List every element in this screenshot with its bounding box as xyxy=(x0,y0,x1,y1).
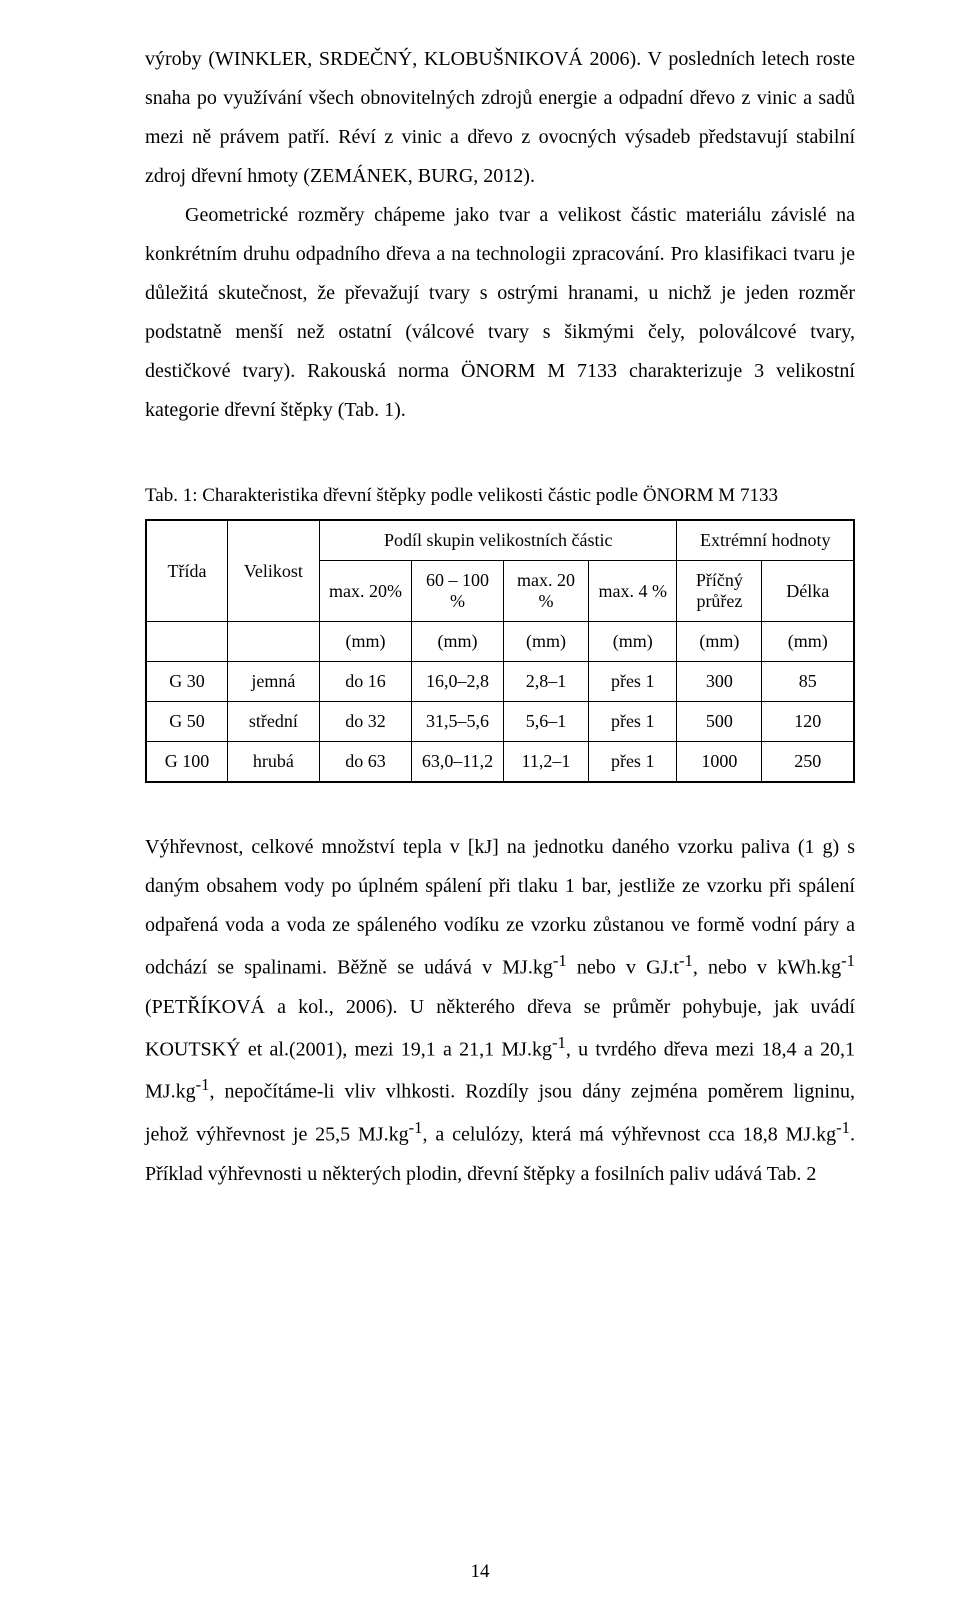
cell: 1000 xyxy=(677,742,762,783)
page-number: 14 xyxy=(0,1561,960,1583)
unit-cell: (mm) xyxy=(411,622,503,662)
cell: 16,0–2,8 xyxy=(411,662,503,702)
cell: 31,5–5,6 xyxy=(411,702,503,742)
table-row: G 50 střední do 32 31,5–5,6 5,6–1 přes 1… xyxy=(146,702,854,742)
cell-trida: G 30 xyxy=(146,662,227,702)
col-60-100: 60 – 100 % xyxy=(411,561,503,622)
cell: 5,6–1 xyxy=(504,702,589,742)
page: výroby (WINKLER, SRDEČNÝ, KLOBUŠNIKOVÁ 2… xyxy=(0,0,960,1613)
header-group-podil: Podíl skupin velikostních částic xyxy=(319,520,677,561)
cell: do 63 xyxy=(319,742,411,783)
paragraph-2: Geometrické rozměry chápeme jako tvar a … xyxy=(145,196,855,430)
table-header-row-1: Třída Velikost Podíl skupin velikostních… xyxy=(146,520,854,561)
data-table: Třída Velikost Podíl skupin velikostních… xyxy=(145,519,855,783)
cell: přes 1 xyxy=(588,662,677,702)
col-max20: max. 20% xyxy=(319,561,411,622)
body-text-block-2: Výhřevnost, celkové množství tepla v [kJ… xyxy=(145,828,855,1194)
cell: přes 1 xyxy=(588,742,677,783)
table-caption: Tab. 1: Charakteristika dřevní štěpky po… xyxy=(145,485,855,507)
cell: do 32 xyxy=(319,702,411,742)
paragraph-3: Výhřevnost, celkové množství tepla v [kJ… xyxy=(145,828,855,1194)
cell: 250 xyxy=(762,742,854,783)
unit-cell: (mm) xyxy=(319,622,411,662)
table-row: G 100 hrubá do 63 63,0–11,2 11,2–1 přes … xyxy=(146,742,854,783)
cell: 11,2–1 xyxy=(504,742,589,783)
cell-velikost: hrubá xyxy=(227,742,319,783)
cell: 2,8–1 xyxy=(504,662,589,702)
table-units-row: (mm) (mm) (mm) (mm) (mm) (mm) xyxy=(146,622,854,662)
cell: 120 xyxy=(762,702,854,742)
cell-trida: G 50 xyxy=(146,702,227,742)
table-row: G 30 jemná do 16 16,0–2,8 2,8–1 přes 1 3… xyxy=(146,662,854,702)
body-text-block-1: výroby (WINKLER, SRDEČNÝ, KLOBUŠNIKOVÁ 2… xyxy=(145,40,855,430)
cell-velikost: jemná xyxy=(227,662,319,702)
header-group-extremni: Extrémní hodnoty xyxy=(677,520,854,561)
cell: do 16 xyxy=(319,662,411,702)
unit-cell: (mm) xyxy=(762,622,854,662)
col-velikost: Velikost xyxy=(227,520,319,622)
paragraph-1: výroby (WINKLER, SRDEČNÝ, KLOBUŠNIKOVÁ 2… xyxy=(145,40,855,196)
col-delka: Délka xyxy=(762,561,854,622)
col-prurez: Příčný průřez xyxy=(677,561,762,622)
cell-velikost: střední xyxy=(227,702,319,742)
cell-trida: G 100 xyxy=(146,742,227,783)
col-trida: Třída xyxy=(146,520,227,622)
col-max4: max. 4 % xyxy=(588,561,677,622)
unit-cell: (mm) xyxy=(677,622,762,662)
unit-cell: (mm) xyxy=(588,622,677,662)
col-max20b: max. 20 % xyxy=(504,561,589,622)
cell: 300 xyxy=(677,662,762,702)
cell: 500 xyxy=(677,702,762,742)
cell: 63,0–11,2 xyxy=(411,742,503,783)
cell: přes 1 xyxy=(588,702,677,742)
cell: 85 xyxy=(762,662,854,702)
unit-cell: (mm) xyxy=(504,622,589,662)
